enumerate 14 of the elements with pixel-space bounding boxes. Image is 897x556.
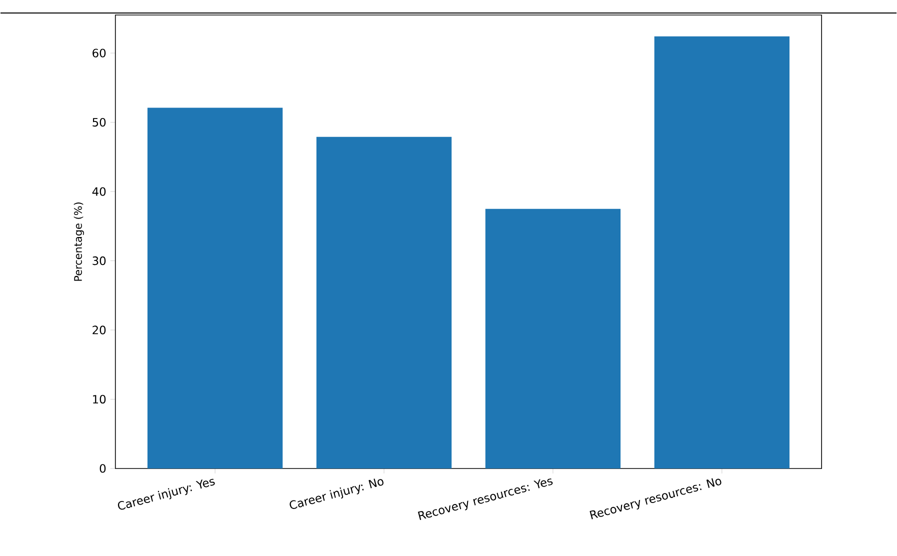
x-tick-label: Career injury: Yes: [118, 478, 215, 510]
bar: [654, 36, 790, 468]
y-tick-label: 40: [92, 187, 106, 196]
bar: [147, 108, 283, 468]
bar: [316, 136, 452, 468]
y-tick-label: 10: [93, 394, 106, 404]
y-tick-label: 30: [92, 256, 106, 265]
y-tick-label: 50: [92, 118, 106, 126]
bar: [485, 208, 621, 468]
y-axis-title: Percentage (%): [74, 202, 84, 281]
y-tick-label: 20: [92, 325, 106, 334]
y-tick-label: 60: [92, 48, 106, 58]
y-tick-label: 0: [100, 464, 106, 473]
x-tick-label: Career injury: No: [290, 478, 384, 509]
